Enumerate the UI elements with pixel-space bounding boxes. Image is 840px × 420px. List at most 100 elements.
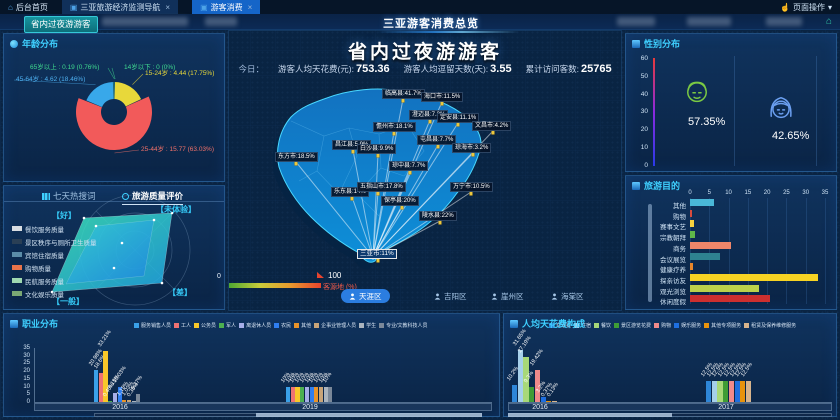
leader-line [132,73,144,85]
y-tick: 10 [640,144,648,151]
close-icon[interactable]: × [247,2,253,12]
chart-icon [632,181,640,190]
bar-其他专项服务 [740,381,746,402]
divider [734,56,735,166]
legend-item[interactable]: 文化娱乐质量 [12,287,97,300]
bar-value-label: 33.21% [97,329,114,348]
datazoom-window[interactable] [508,413,672,417]
legend-swatch [359,323,365,328]
legend-item[interactable]: 学生 [359,322,376,329]
flow-beam [372,205,403,258]
legend-label: 餐饮 [601,323,612,329]
flag-icon [317,272,324,278]
close-icon[interactable]: × [165,2,171,12]
quality-tabs: 七天热搜词 旅游质量评价 [4,188,224,205]
district-tab-崖州区[interactable]: 崖州区 [491,289,524,303]
grid-line [728,198,730,304]
stats-prefix: 今日： [238,64,264,74]
x-tick: 5 [707,190,711,196]
tab-label: 三亚旅游经济监测导航 [80,2,161,12]
bar-购物 [728,381,734,402]
legend-item[interactable]: 服务销售人员 [134,322,171,329]
category-label-其他: 其他 [673,203,686,210]
flow-beam [372,191,472,258]
map-label-五指山市: 五指山市:17.8% [357,182,406,192]
redacted-item [617,17,655,26]
tab-label: 七天热搜词 [53,191,96,201]
radar-axis-label: 【未体验】 [156,205,196,214]
legend-item[interactable]: 餐饮 [594,322,611,329]
legend-item[interactable]: 企事业管理人员 [314,322,356,329]
tab-hot-search-words[interactable]: 七天热搜词 [42,190,96,202]
person-icon [491,293,498,300]
flow-beam [295,161,374,258]
datazoom-window[interactable] [256,413,482,417]
male-percentage: 57.35% [688,116,726,128]
legend-label: 工人 [181,323,192,329]
radar-point [112,266,116,270]
legend-item[interactable]: 住宿 [574,322,591,329]
tab-monitor-nav[interactable]: ▣ 三亚旅游经济监测导航 × [61,0,179,14]
legend-item[interactable]: 其他 [294,322,311,329]
bar-专业/文教科技人员 [328,386,333,402]
bar-学生 [323,386,328,402]
tab-quality-evaluation[interactable]: 旅游质量评价 [122,190,184,205]
legend-swatch [239,323,245,328]
map-label-琼中县: 琼中县:7.7% [389,161,429,171]
tab-visitor-consumption[interactable]: ▣ 游客消费 × [192,0,261,14]
legend-item[interactable]: 民航服务质量 [12,274,97,287]
legend-item[interactable]: 公务员 [194,322,216,329]
legend-item[interactable]: 宾馆住宿质量 [12,248,97,261]
district-tab-海棠区[interactable]: 海棠区 [551,289,584,303]
legend-swatch [594,323,600,328]
legend-swatch [704,323,710,328]
category-label-购物: 购物 [673,213,686,221]
quality-radar-chart [50,194,191,306]
flow-beam [372,152,474,258]
legend-item[interactable]: 购物 [654,322,671,329]
legend-label: 企事业管理人员 [321,323,357,329]
legend-item[interactable]: 景区秩序与厕所卫生质量 [12,235,97,248]
bar-公务员 [295,386,300,402]
scale-min: 0 [217,273,221,280]
nav-home[interactable]: ⌂ 后台首页 [8,2,48,13]
tab-label: 游客消费 [210,2,243,12]
legend-item[interactable]: 军人 [219,322,236,329]
legend-item[interactable]: 景区游览花费 [614,322,651,329]
bar-住宿 [517,349,523,402]
legend-label: 景区游览花费 [621,323,652,329]
vertical-scrollbar[interactable] [648,204,652,302]
panel-age-distribution: 年龄分布 15-24岁 : 4.44 (17.75%) 25-44岁 : 15.7… [3,33,225,182]
legend-item[interactable]: 工人 [174,322,191,329]
leader-line [111,67,116,80]
y-tick: 5 [26,391,30,398]
panel-occupation-distribution: 职业分布 服务销售人员 工人 公务员 军人 离退休人员 农民 其他 企事业管理人员 学生 专业/文… [3,313,500,417]
district-tab-天涯区[interactable]: 天涯区 [341,289,390,303]
legend-item[interactable]: 餐饮服务质量 [12,222,97,235]
legend-item[interactable]: 交通费 [549,322,571,329]
y-tick: 50 [640,72,648,80]
y-tick: 40 [640,90,648,98]
bar-景区游览花费 [529,386,535,402]
age-label-25-44岁: 25-44岁 : 15.77 (63.03%) [141,146,214,153]
gender-axis [653,58,655,166]
legend-item[interactable]: 租赁及保养维修服务 [744,322,796,329]
legend-item[interactable]: 购物质量 [12,261,97,274]
legend-item[interactable]: 离退休人员 [239,322,271,329]
legend-item[interactable]: 农民 [274,322,291,329]
district-tab-吉阳区[interactable]: 吉阳区 [434,289,467,303]
bar-娱乐服务 [734,381,740,402]
redacted-item [102,17,188,26]
grid-line [690,198,691,304]
bar-其他专项服务 [546,401,552,402]
legend-item[interactable]: 其他专项服务 [704,322,741,329]
legend-item[interactable]: 娱乐服务 [674,322,701,329]
age-label-65岁以上: 65岁以上 : 0.19 (0.76%) [30,64,100,71]
province-overnight-button[interactable]: 省内过夜游游客 [24,16,98,33]
legend-swatch [274,323,280,328]
legend-swatch [12,239,22,244]
home-icon[interactable]: ⌂ [825,16,832,27]
page-operations-menu[interactable]: ☝ 页面操作 ▾ [780,0,832,14]
bar-餐饮 [523,356,529,402]
legend-item[interactable]: 专业/文教科技人员 [379,322,428,329]
